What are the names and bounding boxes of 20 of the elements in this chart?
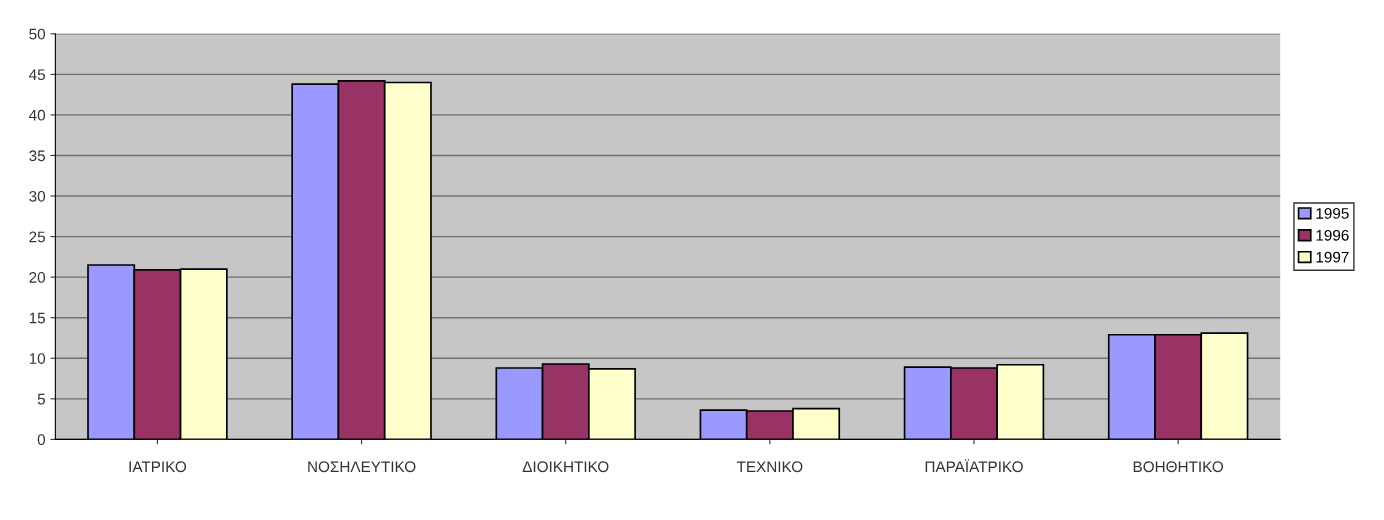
- y-tick-label: 25: [29, 231, 45, 243]
- y-tick-label: 45: [29, 69, 45, 81]
- x-tick-label: ΙΑΤΡΙΚΟ: [129, 461, 187, 473]
- y-tick-label: 0: [37, 434, 46, 446]
- y-tick-label: 50: [29, 28, 46, 40]
- legend-label: 1997: [1316, 251, 1349, 263]
- y-tick-label: 35: [29, 150, 45, 162]
- y-tick-label: 15: [29, 312, 45, 324]
- legend-label: 1996: [1316, 229, 1349, 241]
- y-tick-label: 10: [29, 353, 46, 364]
- y-tick-label: 30: [29, 190, 46, 202]
- y-tick-label: 20: [29, 272, 46, 283]
- x-tick-label: ΒΟΗΘΗΤΙΚΟ: [1133, 461, 1223, 473]
- x-tick-label: ΠΑΡΑΪΑΤΡΙΚΟ: [925, 459, 1023, 473]
- x-tick-label: ΔΙΟΙΚΗΤΙΚΟ: [522, 461, 609, 473]
- legend-label: 1995: [1316, 208, 1349, 219]
- x-tick-label: ΤΕΧΝΙΚΟ: [736, 461, 803, 473]
- y-tick-label: 5: [37, 393, 45, 405]
- x-tick-label: ΝΟΣΗΛΕΥΤΙΚΟ: [308, 461, 416, 473]
- y-tick-label: 40: [29, 109, 46, 121]
